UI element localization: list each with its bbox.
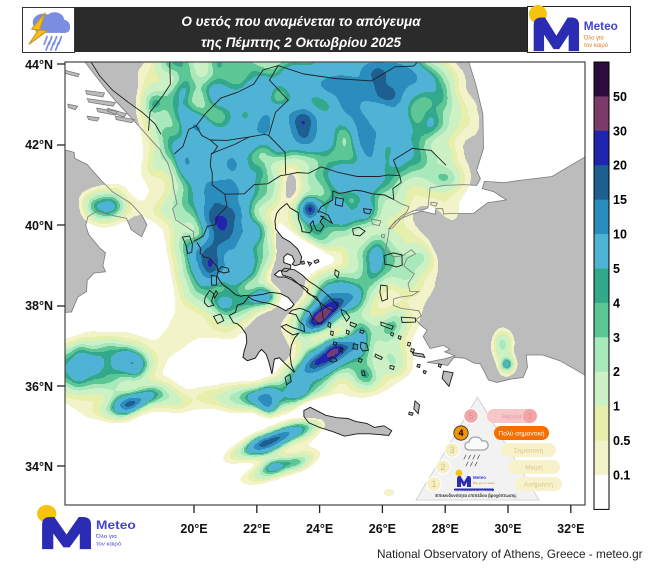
svg-text:22°E: 22°E <box>243 522 270 536</box>
svg-text:0.5: 0.5 <box>613 434 630 448</box>
svg-text:Επικινδυνότητα επιπέδου βροχόπ: Επικινδυνότητα επιπέδου βροχόπτωσης <box>435 493 517 498</box>
svg-text:Meteo: Meteo <box>96 518 136 532</box>
svg-text:Όλο για: Όλο για <box>583 36 604 42</box>
svg-text:42°N: 42°N <box>25 138 53 152</box>
svg-text:20°E: 20°E <box>180 522 207 536</box>
svg-text:ΜΕΤΕΩΡΟΛΟΓΙΚΑ ΚΑΙ ΠΕΡΙΒΑΛΛΟΝ: ΜΕΤΕΩΡΟΛΟΓΙΚΑ ΚΑΙ ΠΕΡΙΒΑΛΛΟΝ <box>454 490 492 493</box>
svg-text:38°N: 38°N <box>25 299 53 313</box>
svg-text:30°E: 30°E <box>494 522 521 536</box>
svg-text:3: 3 <box>613 331 620 345</box>
svg-text:Meteo: Meteo <box>473 475 486 480</box>
svg-text:1: 1 <box>613 400 620 414</box>
svg-text:0.1: 0.1 <box>613 469 630 483</box>
svg-text:24°E: 24°E <box>306 522 333 536</box>
svg-text:1: 1 <box>431 479 436 489</box>
svg-text:2: 2 <box>613 365 620 379</box>
svg-text:τον καιρό: τον καιρό <box>96 541 121 548</box>
svg-text:2: 2 <box>440 462 445 472</box>
svg-text:44°N: 44°N <box>25 58 53 72</box>
svg-text:30: 30 <box>613 124 627 138</box>
svg-text:20: 20 <box>613 159 627 173</box>
svg-text:Μικρή: Μικρή <box>525 465 543 472</box>
svg-text:10: 10 <box>613 228 627 242</box>
svg-text:5: 5 <box>468 411 473 421</box>
svg-text:τον καιρό: τον καιρό <box>584 42 609 49</box>
svg-text:4: 4 <box>458 428 463 438</box>
svg-text:Πολύ σημαντική: Πολύ σημαντική <box>499 430 545 438</box>
svg-text:32°E: 32°E <box>557 522 584 536</box>
svg-text:1: 1 <box>528 412 533 421</box>
svg-text:Όλο για τον καιρό: Όλο για τον καιρό <box>472 481 495 485</box>
svg-text:Ασήμαντη: Ασήμαντη <box>524 482 553 489</box>
svg-text:36°N: 36°N <box>25 380 53 394</box>
svg-text:28°E: 28°E <box>432 522 459 536</box>
svg-text:50: 50 <box>613 90 627 104</box>
svg-text:Ακραία: Ακραία <box>501 413 521 421</box>
svg-text:15: 15 <box>613 193 627 207</box>
svg-text:26°E: 26°E <box>369 522 396 536</box>
svg-text:Όλο για: Όλο για <box>95 534 117 540</box>
svg-text:5: 5 <box>613 262 620 276</box>
svg-text:Σημαντική: Σημαντική <box>514 448 544 455</box>
svg-text:34°N: 34°N <box>25 460 53 474</box>
svg-text:4: 4 <box>613 296 620 310</box>
svg-text:40°N: 40°N <box>25 219 53 233</box>
svg-text:3: 3 <box>449 445 454 455</box>
svg-text:Meteo: Meteo <box>584 19 618 33</box>
